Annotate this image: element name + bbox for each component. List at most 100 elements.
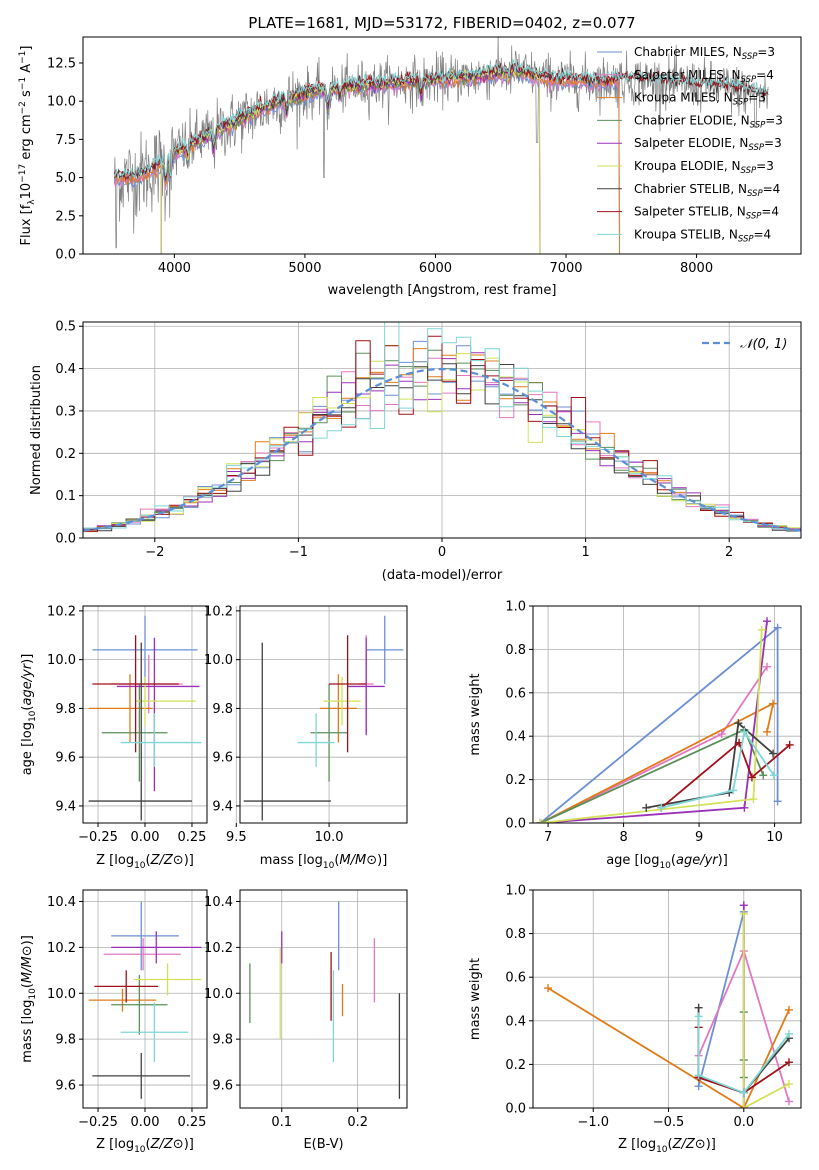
y-label-part: λ [27,199,37,205]
legend-label-kroupa_stelib: Kroupa STELIB, NSSP=4 [634,227,771,244]
y-tick-label: 12.5 [47,56,76,71]
y-axis-label: mass weight [468,673,483,755]
legend-text: Kroupa STELIB, N [634,227,738,241]
label-part: ( [146,853,151,868]
legend-subscript: SSP [742,52,758,62]
label-part: Z [log [618,1137,656,1152]
x-tick-label: 0 [438,545,446,560]
legend-label-chabrier_elodie: Chabrier ELODIE, NSSP=3 [634,113,783,130]
model-spectrum-kroupa_elodie [160,64,541,254]
y-tick-label: 10.2 [47,941,76,956]
histogram-kroupa_elodie [83,344,801,529]
legend-value: =3 [748,91,766,105]
spectrum-panel: 4000 5000 6000 7000 8000 0.0 2.5 5.0 7.5 10.0 12.5… [18,14,802,298]
y-tick-label: 10.0 [47,653,76,668]
y-tick-label: 0.8 [505,643,526,658]
age-vs-metallicity-panel: −0.25 0.00 0.259.49.69.810.010.2Z [log10(Z… [20,604,208,871]
x-tick-label: −0.5 [653,1115,685,1130]
y-label-part: s [19,90,34,101]
label-part: )] [20,935,35,945]
y-tick-label: 9.6 [212,751,233,766]
legend-text: Kroupa MILES, N [634,91,733,105]
model-spectrum-salpeter_elodie [160,67,541,254]
legend-subscript: SSP [738,234,754,244]
x-tick-label: 2 [725,545,733,560]
legend-text: Salpeter ELODIE, N [634,136,748,150]
legend-value: =4 [754,227,772,241]
x-tick-label: 9 [695,830,703,845]
y-tick-label: 9.4 [212,799,233,814]
axes-frame [532,889,802,1109]
x-tick-label: 8 [619,830,627,845]
x-tick-label: 0.1 [271,1115,292,1130]
y-label-part: ] [19,46,34,51]
x-tick-label: 0.00 [131,830,160,845]
y-tick-label: 9.6 [55,751,76,766]
legend-subscript: SSP [746,212,762,222]
y-tick-label: 9.8 [55,702,76,717]
y-label-part: −2 [18,101,28,114]
mass-weight-vs-metallicity-panel: −1.0 −0.5 0.0 0.0 0.2 0.4 0.6 0.8 1.0 Z [log10(Z/… [468,884,802,1155]
axes-frame [239,605,408,824]
y-label-part: −17 [18,164,28,183]
y-tick-label: 1.0 [505,600,526,615]
y-tick-label: 1.0 [505,884,526,899]
label-italic: M/M⊙ [20,945,35,983]
x-axis-label: (data-model)/error [382,568,503,583]
legend-label-kroupa_elodie: Kroupa ELODIE, NSSP=3 [634,159,774,176]
histogram-kroupa_stelib [83,322,801,531]
label-subscript: 10 [28,988,38,1000]
y-tick-label: 0.2 [505,1058,526,1073]
x-tick-label: −0.25 [78,830,118,845]
model-spectrum-chabrier_miles [113,69,620,254]
y-axis-label: Normed distribution [29,365,44,495]
y-tick-label: 0.4 [505,730,526,745]
x-tick-label: 4000 [158,261,191,276]
legend-text: Chabrier STELIB, N [634,182,747,196]
legend-value: =4 [761,205,779,219]
y-tick-label: 0.0 [55,248,76,263]
y-tick-label: 10.2 [47,604,76,619]
y-tick-label: 7.5 [55,133,76,148]
legend-text: Chabrier MILES, N [634,45,742,59]
legend-value: =4 [763,182,781,196]
legend-text: Salpeter STELIB, N [634,205,746,219]
axes-frame [82,36,802,255]
legend-label-chabrier_miles: Chabrier MILES, NSSP=3 [634,45,775,62]
weight-line-kroupa_stelib [661,729,775,809]
y-label-part: A [19,64,34,77]
label-part: )] [184,853,194,868]
label-italic: age/yr [20,662,35,705]
x-tick-label: 7000 [549,261,582,276]
legend-label-salpeter_miles: Salpeter MILES, NSSP=4 [634,68,774,85]
x-tick-label: 8000 [680,261,713,276]
label-part: )] [377,853,387,868]
y-label-part: 10 [19,183,34,200]
x-tick-label: 0.00 [131,1115,160,1130]
legend-text: Chabrier ELODIE, N [634,113,750,127]
label-italic: M/M⊙ [339,853,377,868]
y-axis-label: age [log10(age/yr)] [20,654,38,776]
label-part: )] [20,654,35,664]
label-subscript: 10 [323,861,335,871]
x-tick-label: 1 [581,545,589,560]
y-tick-label: 0.0 [505,1102,526,1117]
y-tick-label: 10.0 [204,653,233,668]
weight-line-kroupa_stelib [697,1016,790,1094]
plot-area [249,901,401,1099]
weight-line-salpeter_miles [540,666,768,823]
legend-value: =3 [756,159,774,173]
label-subscript: 10 [134,1145,146,1155]
y-tick-label: 0.8 [505,927,526,942]
panel-title: PLATE=1681, MJD=53172, FIBERID=0402, z=0… [248,14,635,32]
label-part: )] [184,1137,194,1152]
x-axis-label: Z [log10(Z/Z⊙)] [618,1137,716,1155]
label-subscript: 10 [656,1145,668,1155]
x-axis-label: wavelength [Angstrom, rest frame] [328,283,557,298]
x-tick-label: 10.0 [315,830,344,845]
weight-line-kroupa_elodie [742,914,790,1108]
legend-subscript: SSP [741,166,757,176]
age-vs-mass-panel: 9.5 10.0 9.4 9.6 9.8 10.0 10.2 mass [log10(M/M⊙… [204,604,408,871]
